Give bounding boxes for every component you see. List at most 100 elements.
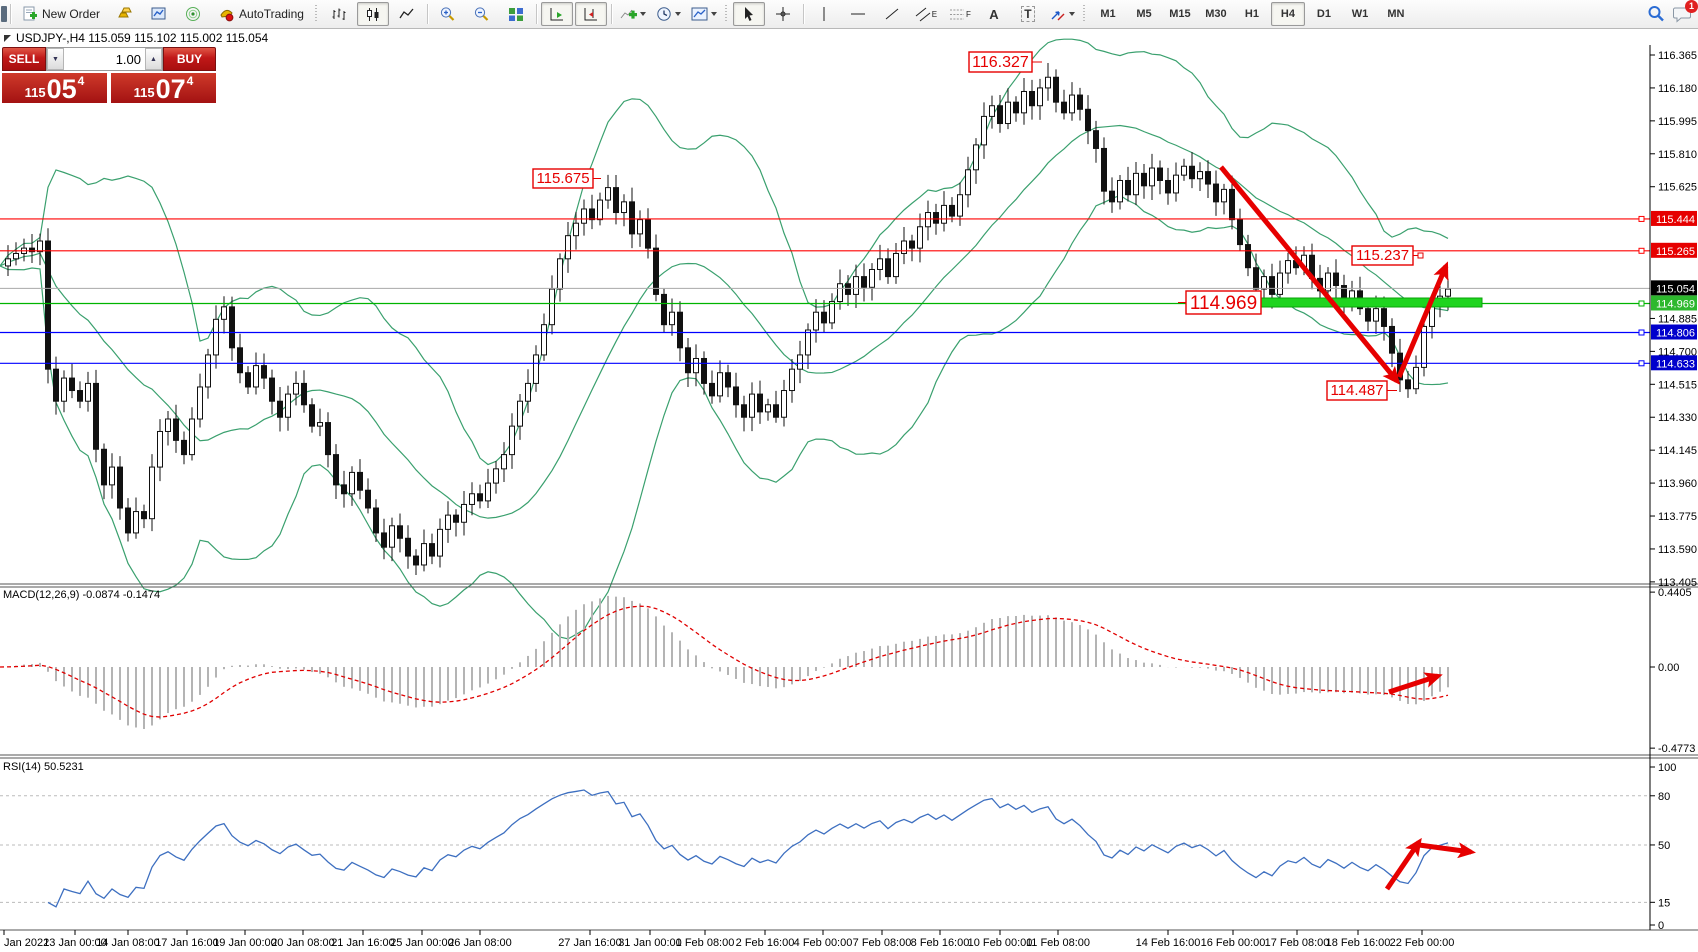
- templates-button[interactable]: [687, 2, 721, 26]
- rsi-line: [47, 789, 1449, 908]
- svg-text:115.995: 115.995: [1658, 116, 1697, 128]
- price-callout[interactable]: [1185, 290, 1262, 315]
- svg-text:16 Feb 00:00: 16 Feb 00:00: [1201, 937, 1266, 949]
- svg-text:8 Feb 16:00: 8 Feb 16:00: [911, 937, 970, 949]
- svg-text:15: 15: [1658, 897, 1670, 909]
- timeframe-w1-button[interactable]: W1: [1351, 8, 1369, 20]
- hline-tool-button[interactable]: [842, 2, 874, 26]
- line-handle[interactable]: [1638, 300, 1645, 307]
- bar-chart-button[interactable]: [323, 2, 355, 26]
- line-handle[interactable]: [1638, 360, 1645, 367]
- label-tool-button[interactable]: T: [1012, 2, 1044, 26]
- bid-prefix: 115: [24, 85, 46, 100]
- zoom-out-button[interactable]: [466, 2, 498, 26]
- volume-decrease-button[interactable]: ▼: [47, 48, 64, 70]
- channel-tool-button[interactable]: E: [910, 2, 942, 26]
- svg-text:21 Jan 16:00: 21 Jan 16:00: [331, 937, 395, 949]
- svg-text:115.265: 115.265: [1656, 246, 1695, 258]
- timeframe-m5-button[interactable]: M5: [1136, 8, 1152, 20]
- svg-text:116.180: 116.180: [1658, 83, 1697, 95]
- timeframe-m1-button[interactable]: M1: [1100, 8, 1116, 20]
- buy-button[interactable]: BUY: [163, 47, 216, 71]
- toolbar-separator: [802, 4, 804, 24]
- price-callout[interactable]: [1351, 245, 1414, 266]
- svg-text:17 Jan 16:00: 17 Jan 16:00: [155, 937, 219, 949]
- svg-text:115.444: 115.444: [1656, 214, 1695, 226]
- trend-arrow[interactable]: [1219, 165, 1401, 385]
- crosshair-tool-button[interactable]: [767, 2, 799, 26]
- timeframe-m30-button[interactable]: M30: [1205, 8, 1227, 20]
- axes[interactable]: 116.365 116.180 115.995 115.810 115.625 114.8…: [3, 45, 1697, 949]
- timeframe-mn-button[interactable]: MN: [1387, 8, 1405, 20]
- volume-input[interactable]: [64, 48, 145, 70]
- monitor-icon: [151, 7, 166, 19]
- timeframe-h1-button[interactable]: H1: [1244, 8, 1259, 20]
- price-callout[interactable]: [1326, 380, 1388, 401]
- chart-title: USDJPY-,H4 115.059 115.102 115.002 115.0…: [4, 31, 268, 45]
- add-indicator-button[interactable]: [616, 2, 650, 26]
- horizontal-levels[interactable]: [0, 215, 1650, 367]
- annotations[interactable]: 116.327 115.675 115.237 114.969 114.487: [532, 51, 1483, 891]
- candlestick-chart-button[interactable]: [356, 2, 389, 26]
- broadcast-icon: [186, 7, 201, 21]
- rsi-indicator-label: RSI(14) 50.5231: [3, 761, 84, 773]
- bollinger-bands: [0, 38, 1449, 640]
- svg-text:27 Jan 16:00: 27 Jan 16:00: [558, 937, 622, 949]
- trend-arrow[interactable]: [1388, 672, 1443, 695]
- trend-arrow[interactable]: [1384, 837, 1422, 891]
- toolbar-grip: [1082, 5, 1087, 23]
- candles: [5, 63, 1451, 575]
- chart-window-button[interactable]: [143, 2, 175, 26]
- signals-button[interactable]: [177, 2, 209, 26]
- arrows-tool-button[interactable]: [1046, 2, 1079, 26]
- autotrading-button[interactable]: AutoTrading: [211, 2, 311, 26]
- add-indicator-icon: [620, 9, 637, 19]
- tile-windows-button[interactable]: [500, 2, 532, 26]
- new-order-button[interactable]: New Order: [15, 2, 107, 26]
- macd-indicator-label: MACD(12,26,9) -0.0874 -0.1474: [3, 589, 161, 601]
- line-chart-icon: [399, 8, 414, 18]
- svg-text:114.885: 114.885: [1658, 313, 1697, 325]
- line-handle[interactable]: [1638, 215, 1645, 222]
- svg-text:113.405: 113.405: [1658, 577, 1697, 589]
- volume-increase-button[interactable]: ▲: [145, 48, 162, 70]
- chart-shift-button[interactable]: [574, 2, 607, 26]
- gold-button[interactable]: [109, 2, 141, 26]
- ask-price-display[interactable]: 115 07 4: [111, 73, 216, 103]
- fibonacci-icon: [950, 9, 964, 19]
- timeframe-m15-button[interactable]: M15: [1169, 8, 1191, 20]
- arrows-tool-icon: [1051, 10, 1065, 20]
- line-handle[interactable]: [1638, 247, 1645, 254]
- sell-button[interactable]: SELL: [2, 47, 46, 71]
- fibonacci-tool-button[interactable]: F: [944, 2, 976, 26]
- macd-signal-line: [0, 605, 1449, 718]
- price-callout[interactable]: [968, 51, 1033, 73]
- ask-pip-digit: 4: [186, 74, 194, 88]
- bid-price-display[interactable]: 115 05 4: [2, 73, 107, 103]
- svg-text:115.675: 115.675: [536, 170, 589, 187]
- support-zone[interactable]: [1247, 297, 1483, 308]
- notifications-button[interactable]: 1: [1673, 0, 1698, 23]
- text-tool-button[interactable]: A: [978, 2, 1010, 26]
- trend-arrow[interactable]: [1418, 842, 1476, 859]
- price-callout[interactable]: [532, 168, 594, 189]
- zoom-in-button[interactable]: [432, 2, 464, 26]
- line-handle[interactable]: [1638, 329, 1645, 336]
- autotrading-label: AutoTrading: [239, 7, 304, 21]
- vline-tool-button[interactable]: [808, 2, 840, 26]
- timeframe-h4-button[interactable]: H4: [1270, 2, 1305, 26]
- search-button[interactable]: [1647, 5, 1665, 23]
- svg-text:80: 80: [1658, 791, 1670, 803]
- trend-arrow[interactable]: [1396, 261, 1449, 378]
- auto-scroll-button[interactable]: [540, 2, 573, 26]
- periods-button[interactable]: [652, 2, 685, 26]
- trendline-icon: [885, 8, 899, 20]
- timeframe-d1-button[interactable]: D1: [1316, 8, 1331, 20]
- toolbar-right: 1: [1647, 0, 1698, 23]
- trendline-tool-button[interactable]: [876, 2, 908, 26]
- svg-text:116.327: 116.327: [972, 54, 1029, 71]
- cursor-tool-button[interactable]: [732, 2, 765, 26]
- line-chart-button[interactable]: [391, 2, 423, 26]
